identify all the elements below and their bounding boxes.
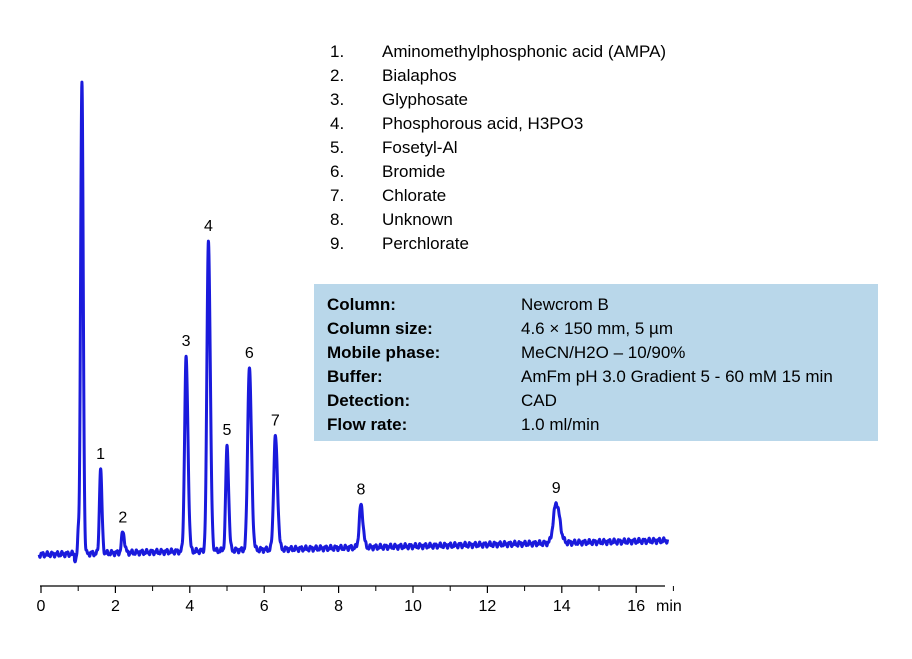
legend-number: 5. [330, 138, 345, 157]
condition-label: Column: [327, 295, 396, 314]
peak-label: 7 [271, 412, 280, 429]
legend-compound: Bromide [382, 162, 446, 181]
legend-number: 4. [330, 114, 345, 133]
condition-value: 1.0 ml/min [521, 415, 600, 434]
condition-label: Buffer: [327, 367, 383, 386]
legend-compound: Fosetyl-Al [382, 138, 458, 157]
legend-item: 6. Bromide [330, 160, 666, 184]
legend-compound: Chlorate [382, 186, 447, 205]
x-tick-label: 14 [553, 598, 571, 615]
peak-label: 6 [245, 345, 254, 362]
x-tick-label: 4 [185, 598, 194, 615]
compound-legend: 1. Aminomethylphosphonic acid (AMPA) 2. Bia… [330, 40, 666, 256]
peak-label: 2 [118, 509, 127, 526]
peak-label: 4 [204, 218, 213, 235]
legend-compound: Phosphorous acid, H3PO3 [382, 114, 584, 133]
peak-labels: 1 2 3 4 5 6 7 8 9 [96, 218, 561, 526]
condition-row: Column: Newcrom B [327, 293, 878, 317]
condition-row: Detection: CAD [327, 389, 878, 413]
condition-row: Mobile phase: MeCN/H2O – 10/90% [327, 341, 878, 365]
condition-row: Column size: 4.6 × 150 mm, 5 µm [327, 317, 878, 341]
condition-value: CAD [521, 391, 557, 410]
legend-number: 6. [330, 162, 345, 181]
legend-item: 7. Chlorate [330, 184, 666, 208]
legend-number: 8. [330, 210, 345, 229]
legend-compound: Bialaphos [382, 66, 457, 85]
condition-value: Newcrom B [521, 295, 609, 314]
legend-number: 3. [330, 90, 345, 109]
legend-number: 1. [330, 42, 345, 61]
legend-compound: Perchlorate [382, 234, 469, 253]
condition-label: Flow rate: [327, 415, 408, 434]
conditions-box: Column: Newcrom B Column size: 4.6 × 150 mm… [314, 284, 878, 441]
legend-item: 8. Unknown [330, 208, 666, 232]
condition-row: Buffer: AmFm pH 3.0 Gradient 5 - 60 mM 15… [327, 365, 878, 389]
peak-label: 3 [182, 333, 191, 350]
condition-value: 4.6 × 150 mm, 5 µm [521, 319, 673, 338]
peak-label: 1 [96, 446, 105, 463]
x-tick-label: 0 [37, 598, 46, 615]
legend-compound: Unknown [382, 210, 453, 229]
x-axis-ticks: 0 2 4 6 8 10 12 14 16 [37, 586, 674, 615]
x-tick-label: 2 [111, 598, 120, 615]
legend-item: 3. Glyphosate [330, 88, 666, 112]
legend-number: 9. [330, 234, 345, 253]
x-tick-label: 6 [260, 598, 269, 615]
condition-label: Detection: [327, 391, 411, 410]
legend-item: 9. Perchlorate [330, 232, 666, 256]
x-tick-label: 8 [334, 598, 343, 615]
x-axis-label: min [656, 598, 682, 615]
condition-value: MeCN/H2O – 10/90% [521, 343, 686, 362]
legend-item: 2. Bialaphos [330, 64, 666, 88]
condition-label: Mobile phase: [327, 343, 441, 362]
x-tick-label: 12 [479, 598, 497, 615]
legend-compound: Aminomethylphosphonic acid (AMPA) [382, 42, 667, 61]
legend-item: 4. Phosphorous acid, H3PO3 [330, 112, 666, 136]
condition-row: Flow rate: 1.0 ml/min [327, 413, 878, 437]
legend-item: 5. Fosetyl-Al [330, 136, 666, 160]
legend-number: 7. [330, 186, 345, 205]
peak-label: 8 [356, 482, 365, 499]
chromatogram-trace [37, 80, 670, 564]
condition-label: Column size: [327, 319, 433, 338]
condition-value: AmFm pH 3.0 Gradient 5 - 60 mM 15 min [521, 367, 833, 386]
x-tick-label: 10 [404, 598, 422, 615]
peak-label: 5 [223, 422, 232, 439]
legend-item: 1. Aminomethylphosphonic acid (AMPA) [330, 40, 666, 64]
x-tick-label: 16 [627, 598, 645, 615]
peak-label: 9 [552, 480, 561, 497]
legend-compound: Glyphosate [382, 90, 468, 109]
legend-number: 2. [330, 66, 345, 85]
